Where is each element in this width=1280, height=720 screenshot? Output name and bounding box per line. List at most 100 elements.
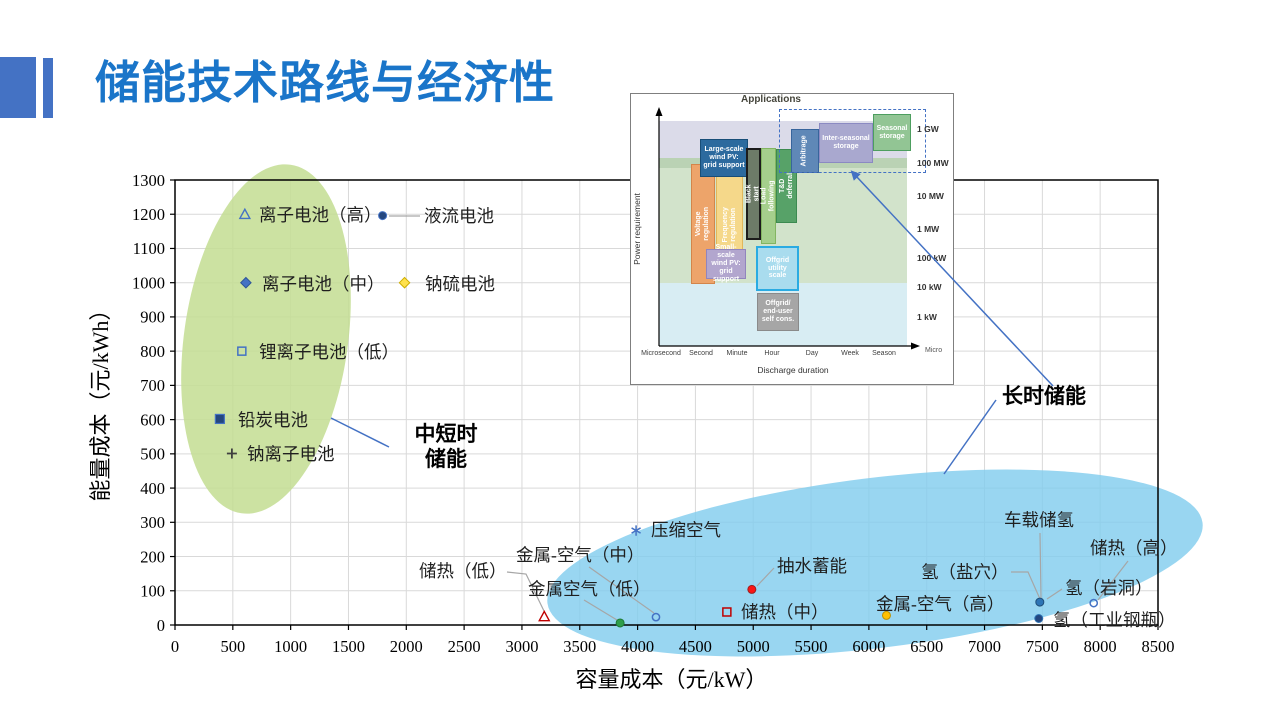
label-vehicle-h2: 车载储氢 — [1004, 510, 1074, 530]
x-tick-label: 3500 — [563, 637, 596, 656]
x-tick-label: 3000 — [505, 637, 538, 656]
label-thermal-low: 储热（低） — [419, 561, 507, 581]
inset-box-label-offgrid-utility: Offgrid utility scale — [765, 256, 790, 280]
label-na-s-battery: 钠硫电池 — [425, 274, 495, 294]
y-tick-label: 800 — [140, 342, 165, 361]
point-pumped-hydro — [747, 584, 757, 594]
inset-box-black-start: Black start — [746, 148, 761, 240]
tick-labels: 0 500 1000 1500 2000 2500 3000 3500 4000 4500 5000… — [132, 171, 1175, 656]
x-axis-title: 容量成本（元/kW） — [576, 667, 768, 692]
inset-box-inter-seasonal-storage: Inter-seasonal storage — [819, 123, 873, 163]
y-tick-label: 100 — [140, 582, 165, 601]
label-h2-rock-cavern: 氢（岩洞） — [1065, 578, 1153, 598]
point-metal-air-mid — [651, 612, 661, 622]
x-tick-label: 1000 — [274, 637, 307, 656]
annotation-mid-short-duration: 中短时储能 — [415, 423, 478, 471]
leader-thermal-low — [506, 571, 545, 612]
inset-x-tick-microsecond: Microsecond — [641, 350, 681, 357]
axis-ticks — [170, 179, 1159, 630]
accent-square — [0, 57, 36, 118]
point-compressed-air — [631, 525, 641, 536]
inset-x-axis-title: Discharge duration — [757, 365, 829, 375]
point-na-ion — [226, 448, 237, 459]
annotation-long-duration: 长时储能 — [1002, 384, 1086, 408]
y-tick-label: 0 — [157, 616, 165, 635]
point-li-ion-high — [238, 207, 252, 220]
inset-x-tick-second: Second — [689, 350, 713, 357]
leader-metal-air-low — [583, 599, 618, 621]
y-tick-label: 600 — [140, 410, 165, 429]
inset-box-label-seasonal-storage: Seasonal storage — [876, 124, 908, 140]
label-pumped-hydro: 抽水蓄能 — [777, 556, 847, 576]
x-tick-label: 7500 — [1026, 637, 1059, 656]
point-h2-salt-cavern — [1035, 597, 1045, 607]
leader-vehicle-h2 — [1039, 532, 1042, 599]
y-tick-label: 300 — [140, 513, 165, 532]
leader-thermal-high — [1097, 560, 1129, 601]
label-metal-air-low: 金属空气（低） — [528, 579, 651, 599]
y-tick-label: 900 — [140, 308, 165, 327]
y-tick-label: 1100 — [133, 239, 165, 258]
label-metal-air-mid: 金属-空气（中） — [516, 545, 644, 565]
x-tick-label: 5500 — [795, 637, 828, 656]
x-tick-label: 6000 — [852, 637, 885, 656]
leader-h2-salt-cavern — [1011, 571, 1041, 600]
y-tick-label: 200 — [140, 547, 165, 566]
label-compressed-air: 压缩空气 — [651, 520, 721, 540]
inset-title: Applications — [740, 94, 801, 105]
inset-box-offgrid-utility: Offgrid utility scale — [756, 246, 799, 291]
point-li-ion-mid — [239, 276, 252, 289]
y-tick-label: 1300 — [132, 171, 165, 190]
label-thermal-high: 储热（高） — [1090, 538, 1178, 558]
inset-box-label-offgrid-enduser: Offgrid/ end-user self cons. — [761, 300, 795, 323]
page-title: 储能技术路线与经济性 — [95, 58, 556, 108]
inset-box-label-small-scale-wind: Small-scale wind PV: grid support — [711, 244, 741, 283]
x-tick-label: 4500 — [679, 637, 712, 656]
inset-box-seasonal-storage: Seasonal storage — [873, 114, 911, 151]
leader-pumped-hydro — [756, 567, 775, 587]
inset-box-label-large-scale-wind: Large-scale wind PV: grid support — [703, 146, 745, 169]
inset-x-tick-week: Week — [841, 350, 859, 357]
point-metal-air-high — [881, 610, 891, 620]
applications-inset-chart: Voltage regulation Frequency regulation La… — [630, 93, 954, 385]
inset-axes — [655, 107, 920, 350]
x-tick-label: 2000 — [390, 637, 423, 656]
inset-x-arrow — [911, 342, 920, 350]
leader-h2-rock-cavern — [1046, 588, 1063, 600]
label-h2-salt-cavern: 氢（盐穴） — [921, 562, 1009, 582]
x-tick-label: 4000 — [621, 637, 654, 656]
x-tick-label: 1500 — [332, 637, 365, 656]
inset-box-small-scale-wind: Small-scale wind PV: grid support — [706, 244, 746, 283]
x-tick-label: 5000 — [737, 637, 770, 656]
x-tick-label: 0 — [171, 637, 179, 656]
point-thermal-mid — [722, 607, 732, 617]
long-duration-group-ellipse — [547, 469, 1203, 657]
x-tick-label: 500 — [220, 637, 245, 656]
inset-box-label-inter-seasonal-storage: Inter-seasonal storage — [822, 135, 870, 150]
x-tick-label: 8000 — [1084, 637, 1117, 656]
y-tick-label: 1000 — [132, 273, 165, 292]
y-tick-label: 700 — [140, 376, 165, 395]
x-tick-label: 8500 — [1142, 637, 1175, 656]
label-li-ion-high: 离子电池（高） — [259, 205, 382, 225]
y-axis-title: 能量成本（元/kWh） — [88, 299, 113, 502]
label-metal-air-high: 金属-空气（高） — [876, 594, 1004, 614]
inset-x-tick-day: Day — [805, 350, 819, 357]
point-lead-carbon — [214, 413, 225, 425]
inset-y-arrow — [655, 107, 663, 116]
inset-box-load-following: Load following — [761, 148, 776, 244]
label-flow-battery: 液流电池 — [424, 206, 494, 226]
point-flow-battery — [378, 211, 388, 221]
inset-power-label-1-gw: 1 GW — [917, 124, 939, 134]
x-tick-label: 7000 — [968, 637, 1001, 656]
label-thermal-mid: 储热（中） — [741, 602, 829, 622]
y-tick-label: 1200 — [132, 205, 165, 224]
mid-short-leader — [330, 417, 390, 448]
x-tick-label: 2500 — [448, 637, 481, 656]
point-metal-air-low — [615, 618, 625, 628]
inset-x-tick-hour: Hour — [764, 350, 780, 357]
label-h2-cylinder: 氢（工业钢瓶） — [1053, 610, 1176, 630]
